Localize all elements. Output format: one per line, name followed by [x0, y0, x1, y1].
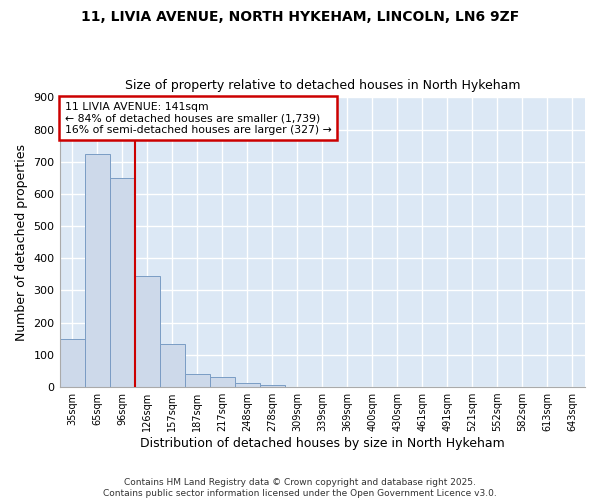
- Bar: [185, 374, 209, 387]
- Text: 11, LIVIA AVENUE, NORTH HYKEHAM, LINCOLN, LN6 9ZF: 11, LIVIA AVENUE, NORTH HYKEHAM, LINCOLN…: [81, 10, 519, 24]
- Bar: [134, 276, 160, 387]
- X-axis label: Distribution of detached houses by size in North Hykeham: Distribution of detached houses by size …: [140, 437, 505, 450]
- Bar: [235, 383, 260, 387]
- Bar: [110, 178, 134, 387]
- Title: Size of property relative to detached houses in North Hykeham: Size of property relative to detached ho…: [125, 79, 520, 92]
- Bar: [160, 344, 185, 387]
- Bar: [59, 339, 85, 387]
- Bar: [209, 378, 235, 387]
- Y-axis label: Number of detached properties: Number of detached properties: [15, 144, 28, 340]
- Bar: [260, 385, 285, 387]
- Bar: [85, 154, 110, 387]
- Text: Contains HM Land Registry data © Crown copyright and database right 2025.
Contai: Contains HM Land Registry data © Crown c…: [103, 478, 497, 498]
- Text: 11 LIVIA AVENUE: 141sqm
← 84% of detached houses are smaller (1,739)
16% of semi: 11 LIVIA AVENUE: 141sqm ← 84% of detache…: [65, 102, 332, 135]
